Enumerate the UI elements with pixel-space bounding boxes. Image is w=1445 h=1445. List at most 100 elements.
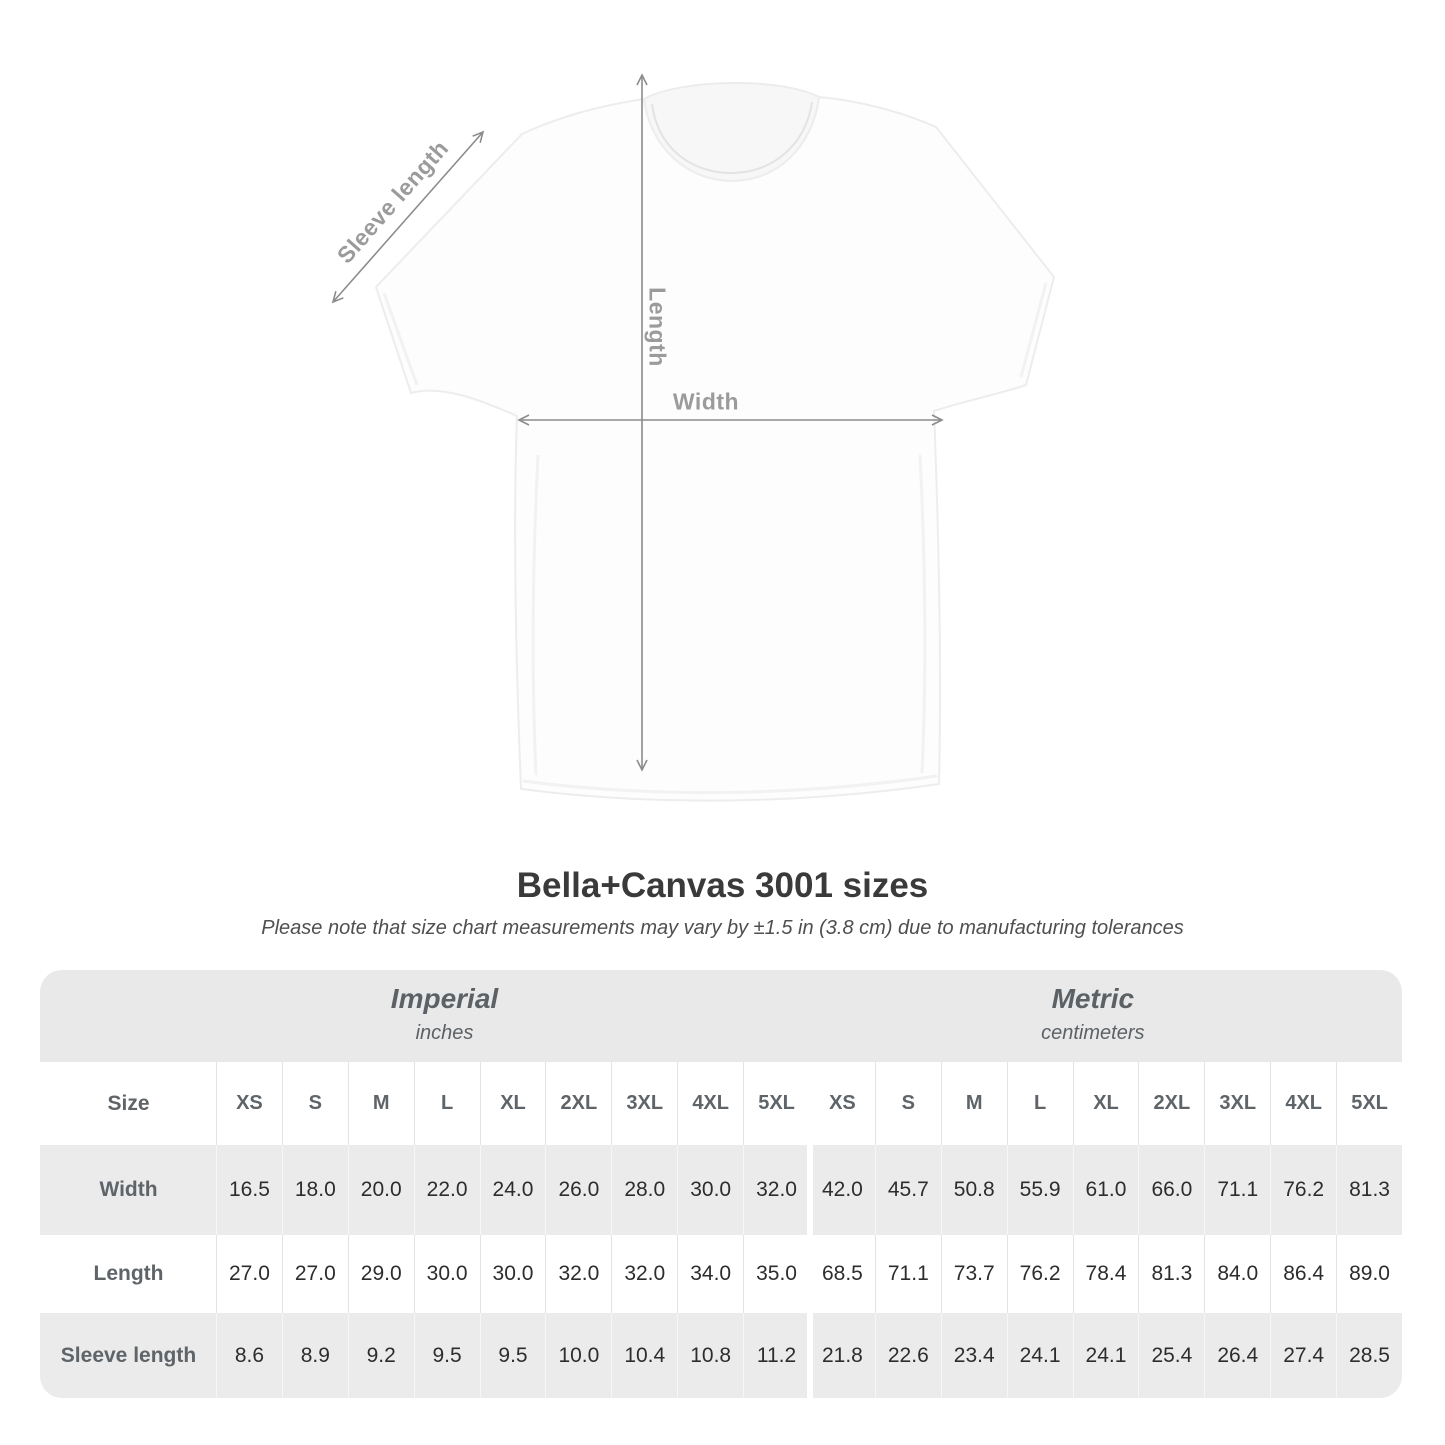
imperial-metric-divider xyxy=(807,1062,813,1398)
size-header: XL xyxy=(1072,1062,1139,1145)
value-cell: 22.0 xyxy=(413,1145,480,1235)
value-cell: 26.4 xyxy=(1204,1313,1270,1398)
value-cell: 24.0 xyxy=(479,1145,546,1235)
value-cell: 76.2 xyxy=(1270,1145,1336,1235)
value-cell: 66.0 xyxy=(1138,1145,1204,1235)
sleeve-length-arrow xyxy=(332,131,484,303)
unit-group-unit: inches xyxy=(415,1022,474,1044)
arrowhead-icon xyxy=(931,414,944,426)
arrowhead-icon xyxy=(472,130,485,144)
value-cell: 78.4 xyxy=(1072,1235,1139,1313)
value-cell: 9.2 xyxy=(347,1313,414,1398)
value-cell: 34.0 xyxy=(677,1235,743,1313)
size-header: XS xyxy=(808,1062,875,1145)
value-cell: 50.8 xyxy=(940,1145,1007,1235)
size-header: 2XL xyxy=(1138,1062,1204,1145)
value-cell: 30.0 xyxy=(413,1235,480,1313)
value-cell: 61.0 xyxy=(1072,1145,1139,1235)
value-cell: 21.8 xyxy=(808,1313,875,1398)
table-row: Width 16.5 18.0 20.0 22.0 24.0 26.0 28.0… xyxy=(40,1145,1402,1235)
value-cell: 26.0 xyxy=(545,1145,611,1235)
size-header: 4XL xyxy=(1270,1062,1336,1145)
tshirt-folds xyxy=(382,282,1048,795)
value-cell: 35.0 xyxy=(743,1235,809,1313)
size-header: L xyxy=(1006,1062,1073,1145)
value-cell: 86.4 xyxy=(1270,1235,1336,1313)
size-header: 3XL xyxy=(1204,1062,1270,1145)
value-cell: 55.9 xyxy=(1006,1145,1073,1235)
value-cell: 84.0 xyxy=(1204,1235,1270,1313)
measurement-arrows xyxy=(331,73,944,772)
row-label: Width xyxy=(99,1178,158,1201)
value-cell: 73.7 xyxy=(940,1235,1007,1313)
value-cell: 32.0 xyxy=(611,1235,677,1313)
value-cell: 81.3 xyxy=(1336,1145,1402,1235)
size-header: XL xyxy=(479,1062,546,1145)
arrowhead-icon xyxy=(517,414,530,426)
value-cell: 29.0 xyxy=(347,1235,414,1313)
value-cell: 11.2 xyxy=(743,1313,809,1398)
value-cell: 9.5 xyxy=(413,1313,480,1398)
size-header: 5XL xyxy=(1336,1062,1402,1145)
unit-group-imperial: Imperial inches xyxy=(391,983,498,1045)
tshirt-graphic xyxy=(331,73,1055,802)
tshirt-collar-rib xyxy=(651,101,813,175)
size-header: 3XL xyxy=(611,1062,677,1145)
value-cell: 10.8 xyxy=(677,1313,743,1398)
value-cell: 76.2 xyxy=(1006,1235,1073,1313)
size-header: L xyxy=(413,1062,480,1145)
value-cell: 16.5 xyxy=(216,1145,282,1235)
value-cell: 8.6 xyxy=(216,1313,282,1398)
value-cell: 8.9 xyxy=(281,1313,348,1398)
tolerance-note: Please note that size chart measurements… xyxy=(261,917,1184,939)
width-dimension-label: Width xyxy=(672,388,740,415)
value-cell: 45.7 xyxy=(874,1145,941,1235)
unit-group-title: Metric xyxy=(1051,983,1135,1014)
value-cell: 71.1 xyxy=(1204,1145,1270,1235)
value-cell: 42.0 xyxy=(808,1145,875,1235)
arrowhead-icon xyxy=(636,759,648,772)
value-cell: 27.0 xyxy=(281,1235,348,1313)
table-header-row: Size XS S M L XL 2XL 3XL 4XL 5XL XS S M … xyxy=(40,1062,1402,1145)
size-header: XS xyxy=(216,1062,282,1145)
value-cell: 9.5 xyxy=(479,1313,546,1398)
row-label: Sleeve length xyxy=(60,1343,197,1367)
value-cell: 10.4 xyxy=(611,1313,677,1398)
size-header: S xyxy=(281,1062,348,1145)
size-header: M xyxy=(347,1062,414,1145)
value-cell: 18.0 xyxy=(281,1145,348,1235)
value-cell: 24.1 xyxy=(1072,1313,1139,1398)
value-cell: 32.0 xyxy=(545,1235,611,1313)
value-cell: 27.4 xyxy=(1270,1313,1336,1398)
size-header: 4XL xyxy=(677,1062,743,1145)
size-header: 5XL xyxy=(743,1062,809,1145)
value-cell: 20.0 xyxy=(347,1145,414,1235)
value-cell: 30.0 xyxy=(677,1145,743,1235)
unit-group-metric: Metric centimeters xyxy=(1041,983,1144,1045)
table-row: Sleeve length 8.6 8.9 9.2 9.5 9.5 10.0 1… xyxy=(40,1313,1402,1398)
arrowhead-icon xyxy=(331,290,344,304)
unit-group-unit: centimeters xyxy=(1041,1022,1145,1044)
value-cell: 25.4 xyxy=(1138,1313,1204,1398)
value-cell: 68.5 xyxy=(808,1235,875,1313)
value-cell: 28.5 xyxy=(1336,1313,1402,1398)
value-cell: 89.0 xyxy=(1336,1235,1402,1313)
row-label: Length xyxy=(93,1262,164,1285)
value-cell: 27.0 xyxy=(216,1235,282,1313)
arrowhead-icon xyxy=(636,73,648,86)
value-cell: 10.0 xyxy=(545,1313,611,1398)
page-title: Bella+Canvas 3001 sizes xyxy=(516,866,929,905)
value-cell: 32.0 xyxy=(743,1145,809,1235)
value-cell: 30.0 xyxy=(479,1235,546,1313)
value-cell: 22.6 xyxy=(874,1313,941,1398)
unit-group-title: Imperial xyxy=(390,983,499,1014)
size-header: S xyxy=(874,1062,941,1145)
value-cell: 23.4 xyxy=(940,1313,1007,1398)
length-dimension-label: Length xyxy=(644,287,671,367)
size-corner-header: Size xyxy=(107,1091,150,1115)
table-row: Length 27.0 27.0 29.0 30.0 30.0 32.0 32.… xyxy=(40,1235,1402,1313)
unit-header-band: Imperial inches Metric centimeters xyxy=(40,970,1402,1062)
size-header: 2XL xyxy=(545,1062,611,1145)
value-cell: 71.1 xyxy=(874,1235,941,1313)
value-cell: 81.3 xyxy=(1138,1235,1204,1313)
